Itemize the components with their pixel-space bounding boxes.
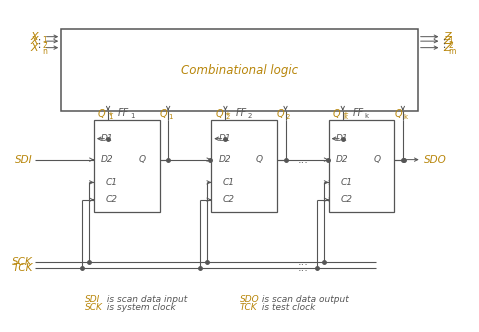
Text: Q: Q <box>394 109 402 119</box>
Text: k: k <box>403 114 408 120</box>
Text: X: X <box>30 36 38 46</box>
Text: Q: Q <box>256 155 263 164</box>
Text: TCK: TCK <box>240 303 257 312</box>
Text: D2: D2 <box>336 155 348 164</box>
Text: is scan data output: is scan data output <box>259 295 349 304</box>
Text: 2: 2 <box>448 41 453 49</box>
Text: 1: 1 <box>42 36 47 45</box>
Text: C1: C1 <box>223 178 235 187</box>
Text: n: n <box>42 47 47 56</box>
Bar <box>329 121 394 211</box>
Text: 2: 2 <box>42 41 47 49</box>
Text: Z: Z <box>443 42 450 53</box>
Text: Q: Q <box>138 155 146 164</box>
Text: C2: C2 <box>106 195 118 204</box>
Text: Q: Q <box>216 109 223 119</box>
Text: SDI: SDI <box>15 155 33 165</box>
Text: is scan data input: is scan data input <box>104 295 188 304</box>
Text: Q: Q <box>333 109 341 119</box>
Text: SDI: SDI <box>85 295 100 304</box>
Bar <box>211 121 277 211</box>
Text: SCK: SCK <box>85 303 103 312</box>
Text: X: X <box>30 32 38 42</box>
Text: ⋮: ⋮ <box>438 40 449 49</box>
Text: SCK: SCK <box>12 257 33 267</box>
Text: 2: 2 <box>286 114 290 120</box>
Text: 2: 2 <box>248 114 252 120</box>
Text: Q: Q <box>277 109 285 119</box>
Bar <box>61 29 418 111</box>
Text: SDO: SDO <box>240 295 259 304</box>
Text: C1: C1 <box>106 178 118 187</box>
Text: m: m <box>448 47 456 56</box>
Text: k: k <box>343 114 347 120</box>
Text: D2: D2 <box>218 155 231 164</box>
Text: FF: FF <box>353 108 364 118</box>
Text: FF: FF <box>235 108 247 118</box>
Text: Z: Z <box>443 32 450 42</box>
Text: Q: Q <box>373 155 380 164</box>
Text: SDO: SDO <box>423 155 446 165</box>
Text: 1: 1 <box>448 36 453 45</box>
Text: D1: D1 <box>336 134 348 143</box>
Text: ...: ... <box>297 264 308 274</box>
Text: D2: D2 <box>101 155 114 164</box>
Text: D1: D1 <box>101 134 114 143</box>
Text: 1: 1 <box>169 114 173 120</box>
Text: 1: 1 <box>130 114 135 120</box>
Text: C1: C1 <box>341 178 353 187</box>
Text: Q: Q <box>98 109 106 119</box>
Bar <box>94 121 160 211</box>
Text: X: X <box>30 42 38 53</box>
Text: C2: C2 <box>223 195 235 204</box>
Text: +: + <box>225 111 230 117</box>
Text: Z: Z <box>443 36 450 46</box>
Text: D1: D1 <box>218 134 231 143</box>
Text: k: k <box>365 114 369 120</box>
Text: Q: Q <box>160 109 167 119</box>
Text: TCK: TCK <box>12 264 33 274</box>
Text: +: + <box>342 111 348 117</box>
Text: ⋮: ⋮ <box>34 40 45 49</box>
Text: 1: 1 <box>109 114 113 120</box>
Text: is system clock: is system clock <box>104 303 176 312</box>
Text: +: + <box>107 111 113 117</box>
Text: 2: 2 <box>226 114 230 120</box>
Text: ...: ... <box>297 257 308 267</box>
Text: ...: ... <box>297 155 308 165</box>
Text: FF: FF <box>118 108 129 118</box>
Text: is test clock: is test clock <box>259 303 316 312</box>
Text: Combinational logic: Combinational logic <box>181 63 298 76</box>
Text: C2: C2 <box>341 195 353 204</box>
